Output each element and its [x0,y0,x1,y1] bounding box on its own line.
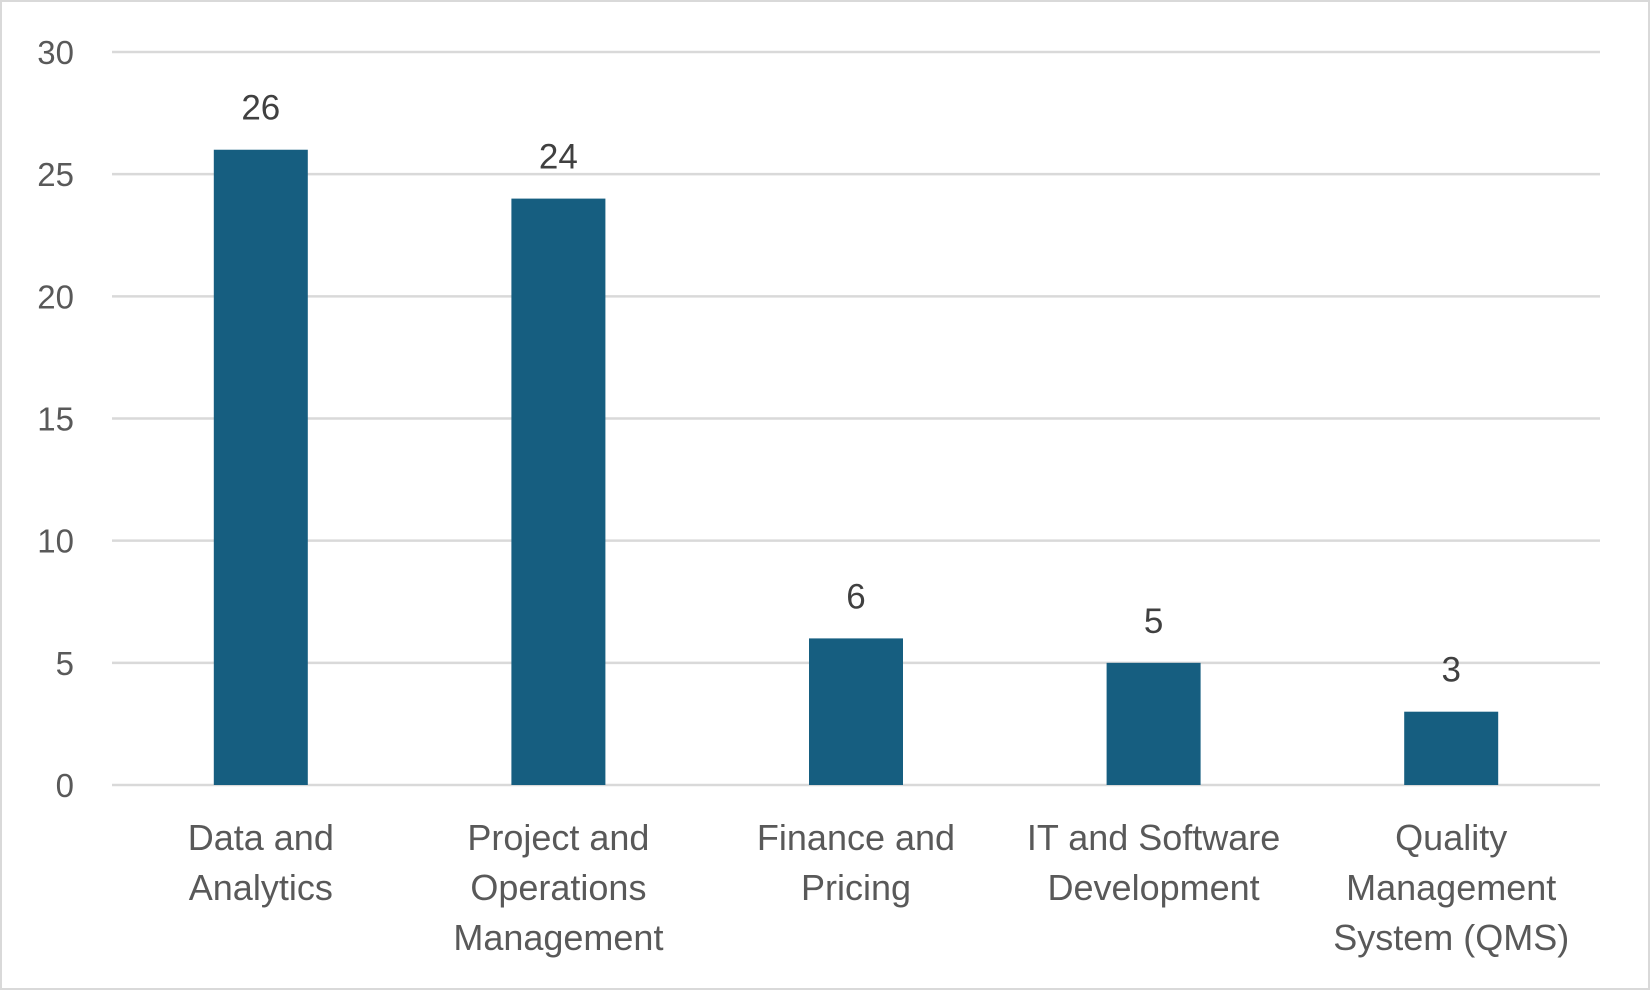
category-label-line: Project and [467,817,649,858]
category-label-line: Development [1048,867,1260,908]
category-label: Quality Management System (QMS) [1333,817,1569,958]
category-label: Data and Analytics [188,817,334,908]
y-tick-label: 20 [37,278,74,315]
bar [1404,711,1499,785]
gridlines [112,50,1600,787]
category-label-line: Pricing [801,867,911,908]
data-label: 5 [1144,602,1163,641]
data-label: 6 [846,577,865,616]
bars [213,149,1499,786]
y-tick-label: 30 [37,34,74,71]
category-label-line: Management [1346,867,1556,908]
bar [213,149,308,785]
category-label-line: Data and [188,817,334,858]
data-labels: 26 24 6 5 3 [241,89,1461,690]
y-tick-label: 10 [37,523,74,560]
category-label-line: Finance and [757,817,955,858]
data-label: 24 [539,138,578,177]
category-label: Finance and Pricing [757,817,955,908]
x-axis-category-labels: Data and Analytics Project and Operations Ma… [188,817,1569,958]
category-label-line: Analytics [189,867,333,908]
category-label-line: Quality [1395,817,1507,858]
y-axis-tick-labels: 0 5 10 15 20 25 30 [37,34,74,804]
bar [1106,662,1201,785]
data-label: 3 [1441,651,1460,690]
data-label: 26 [241,89,280,128]
category-label: Project and Operations Management [453,817,663,958]
category-label: IT and Software Development [1027,817,1280,908]
category-label-line: Operations [470,867,646,908]
category-label-line: IT and Software [1027,817,1280,858]
y-tick-label: 5 [56,645,74,682]
y-tick-label: 25 [37,156,74,193]
y-tick-label: 15 [37,401,74,438]
bar [511,198,606,786]
bar [809,638,903,785]
y-tick-label: 0 [56,767,74,804]
category-label-line: Management [453,917,663,958]
category-label-line: System (QMS) [1333,917,1569,958]
